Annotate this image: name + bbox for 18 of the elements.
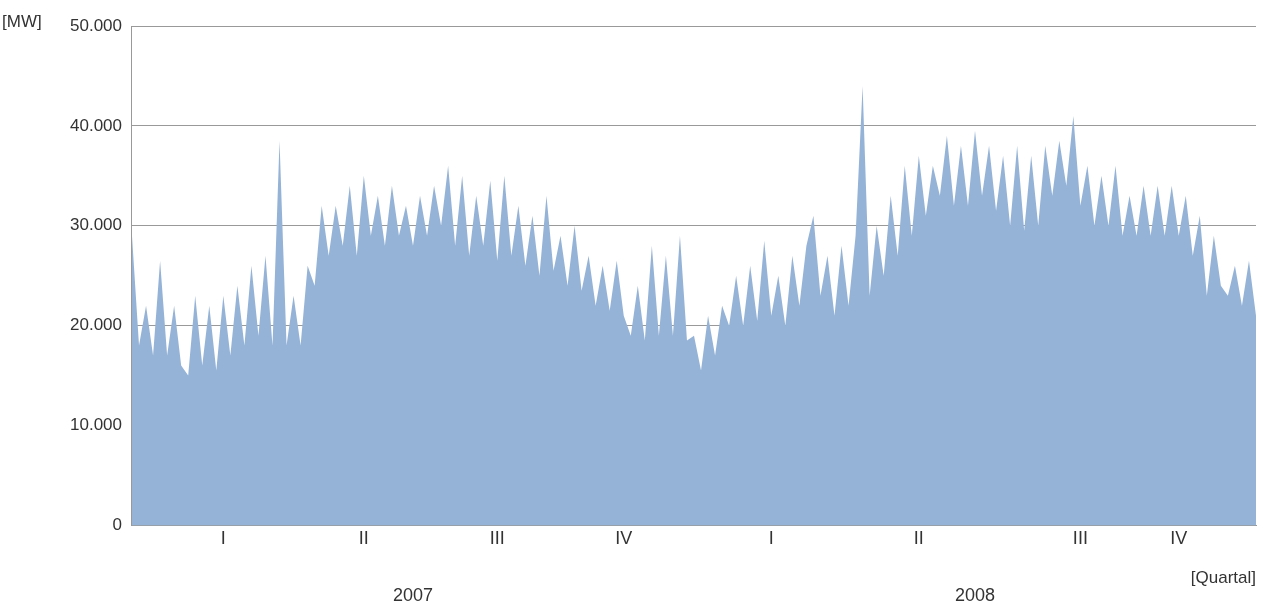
text: 2007 [392,585,434,606]
x-tick-label: II [358,528,369,549]
x-tick-label: IV [1170,528,1188,549]
text: 2008 [954,585,996,606]
y-tick-label: 50.000 [70,15,122,35]
y-tick-label: 30.000 [70,215,122,235]
y-axis-title: [MW] [2,11,42,31]
x-axis-title: [Quartal] [1190,567,1256,587]
x-tick-label: I [220,528,226,549]
y-tick-label: 0 [112,515,122,535]
y-tick-label: 20.000 [70,315,122,335]
x-tick-label: II [913,528,924,549]
y-tick-label: 10.000 [70,415,122,435]
x-tick-label: IV [615,528,633,549]
y-tick-label: 40.000 [70,115,122,135]
x-tick-label: III [1072,528,1088,549]
x-tick-label: III [489,528,505,549]
x-tick-label: I [768,528,774,549]
